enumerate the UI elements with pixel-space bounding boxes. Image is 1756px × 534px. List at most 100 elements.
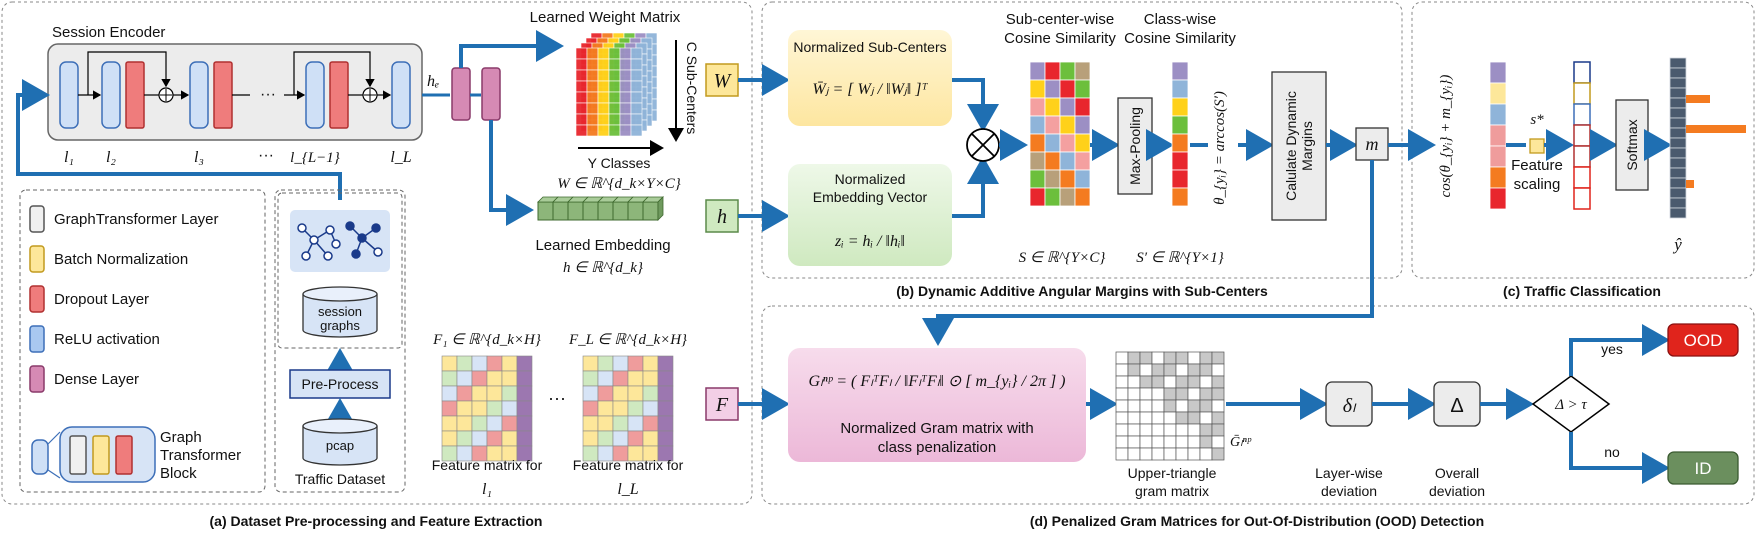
embed-cell <box>627 201 644 221</box>
feature-cell <box>501 370 518 387</box>
feature-cell <box>516 370 533 387</box>
gram-cell <box>1187 387 1201 401</box>
S-cell <box>1029 151 1046 171</box>
S-cell <box>1074 133 1091 153</box>
cos-formula: cos(θ_{yᵢ} + m_{yᵢ}) <box>1438 75 1454 198</box>
dyn-label-2: Margins <box>1299 121 1315 171</box>
feature-cell <box>657 415 674 432</box>
gram-cell <box>1175 423 1189 437</box>
S-cell <box>1044 187 1061 207</box>
cube-cell <box>619 47 632 60</box>
gram-formula: Gₗⁿᵖ = ( FₗᵀFₗ / ‖FₗᵀFₗ‖ ⊙ [ m_{yᵢ} / 2π… <box>808 373 1065 390</box>
preprocess-box <box>289 369 391 399</box>
gram-cell <box>1127 387 1141 401</box>
embed-cell <box>537 201 554 221</box>
cube-cell <box>575 47 588 60</box>
class-sim-label-2: Cosine Similarity <box>1124 30 1236 47</box>
embed-cell <box>642 201 659 221</box>
feature-cell <box>486 430 503 447</box>
S-cell <box>1059 61 1076 81</box>
gram-cell <box>1127 435 1141 449</box>
subcenters-label: C Sub-Centers <box>684 42 700 135</box>
gram-cell <box>1115 399 1129 413</box>
S-cell <box>1074 97 1091 117</box>
feature-cell <box>612 430 629 447</box>
cube-cell <box>597 80 610 93</box>
feature-cell <box>582 430 599 447</box>
gram-cell <box>1151 387 1165 401</box>
cube-cell <box>586 91 599 104</box>
cube-cell <box>619 91 632 104</box>
S-cell <box>1029 79 1046 99</box>
feature-cell <box>582 385 599 402</box>
feature-cell <box>612 355 629 372</box>
prob-cell <box>1669 77 1687 89</box>
prob-cell <box>1669 87 1687 99</box>
traffic-dataset-label: Traffic Dataset <box>295 471 385 487</box>
cube-cell <box>575 113 588 126</box>
gram-cell <box>1115 447 1129 461</box>
cube-cell <box>586 47 599 60</box>
classes-label: Y Classes <box>588 155 651 171</box>
gram-cell <box>1163 423 1177 437</box>
S-cell <box>1074 61 1091 81</box>
embed-box <box>788 164 952 266</box>
class-sim-label-1: Class-wise <box>1144 11 1217 28</box>
scaled-cell <box>1573 166 1591 189</box>
gram-cell <box>1139 411 1153 425</box>
gram-cell <box>1175 375 1189 389</box>
weight-matrix-cube <box>575 32 658 137</box>
feature-cell <box>516 445 533 462</box>
sub-sim-label-1: Sub-center-wise <box>1006 11 1114 28</box>
gram-cell <box>1127 375 1141 389</box>
feature-cell <box>597 400 614 417</box>
gram-cell <box>1127 423 1141 437</box>
gram-cell <box>1163 435 1177 449</box>
gram-cell <box>1139 351 1153 365</box>
gram-cell <box>1139 447 1153 461</box>
gram-cell <box>1115 411 1129 425</box>
S-cell <box>1059 115 1076 135</box>
cube-cell <box>608 69 621 82</box>
cube-cell <box>597 69 610 82</box>
feature-cell <box>627 385 644 402</box>
embed-cell <box>612 201 629 221</box>
gram-cell <box>1211 435 1225 449</box>
gram-cell <box>1127 447 1141 461</box>
gram-cell <box>1151 423 1165 437</box>
encoder-label-l2: l₂ <box>106 149 116 166</box>
s-star-label: s* <box>1530 112 1544 128</box>
feature-cell <box>471 385 488 402</box>
feature-cell <box>657 400 674 417</box>
prob-cell <box>1669 57 1687 69</box>
gram-cell <box>1151 435 1165 449</box>
embedding-title: Learned Embedding <box>535 237 670 254</box>
feature-scaling-1: Feature <box>1511 157 1563 174</box>
gram-cell <box>1175 435 1189 449</box>
feature-cell <box>516 355 533 372</box>
cube-cell <box>630 113 643 126</box>
encoder-dots: ··· <box>260 86 276 103</box>
ood-label: OOD <box>1684 331 1723 350</box>
prob-cell <box>1669 137 1687 149</box>
S-cell <box>1044 61 1061 81</box>
gram-cell <box>1175 399 1189 413</box>
gram-cell <box>1175 387 1189 401</box>
graph-icons-box <box>290 210 390 272</box>
encoder-label-dots: ··· <box>258 147 274 164</box>
feature-cell <box>657 385 674 402</box>
feature-matrix-lL <box>582 355 674 462</box>
feature-cell <box>456 430 473 447</box>
encoder-label-l1: l₁ <box>64 149 74 166</box>
gram-caption-1: Normalized Gram matrix with <box>840 420 1033 437</box>
gram-cell <box>1127 411 1141 425</box>
panel-c-caption: (c) Traffic Classification <box>1503 283 1661 299</box>
scale-box <box>1529 138 1545 154</box>
softmax-label: Softmax <box>1624 119 1640 170</box>
cos-cell <box>1489 187 1507 210</box>
cos-cell <box>1489 82 1507 105</box>
feature-cell <box>642 415 659 432</box>
cube-cell <box>575 124 588 137</box>
maxpool-label: Max-Pooling <box>1127 107 1143 185</box>
encoder-label-l3: l₃ <box>194 149 204 166</box>
